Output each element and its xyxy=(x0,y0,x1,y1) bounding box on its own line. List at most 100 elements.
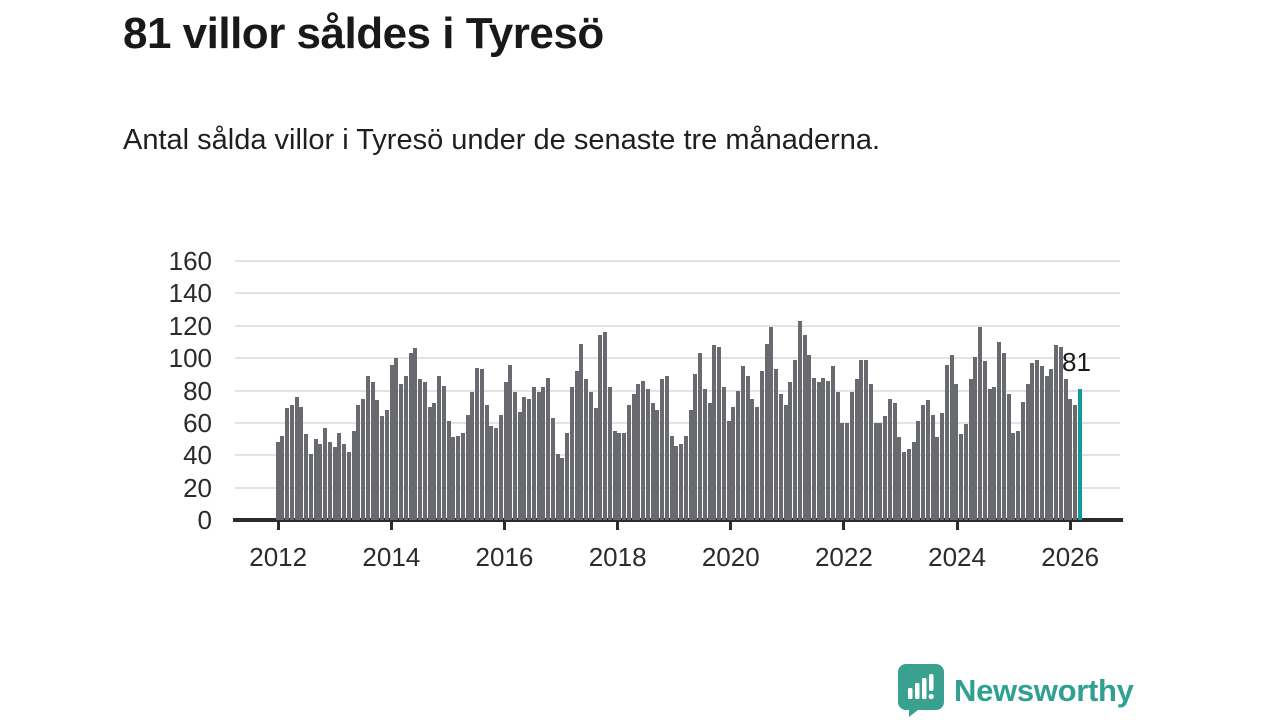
bar xyxy=(750,398,755,520)
bar xyxy=(1054,345,1059,520)
bar xyxy=(437,375,442,520)
bar xyxy=(745,375,750,520)
y-tick-label: 160 xyxy=(168,246,212,276)
bar xyxy=(508,364,513,520)
bar xyxy=(555,453,560,520)
bar xyxy=(389,364,394,520)
bar xyxy=(413,348,418,520)
brand-name: Newsworthy xyxy=(954,672,1134,708)
bar xyxy=(612,430,617,520)
x-tick-label: 2012 xyxy=(249,542,308,572)
bar xyxy=(522,396,527,520)
bar xyxy=(925,400,930,520)
bar xyxy=(375,400,380,520)
bar xyxy=(631,393,636,520)
bar xyxy=(308,453,313,520)
newsworthy-logo: Newsworthy xyxy=(898,664,1134,717)
x-tick-label: 2024 xyxy=(928,542,986,572)
x-tick-label: 2026 xyxy=(1041,542,1100,572)
bar xyxy=(921,405,926,520)
bar xyxy=(489,426,494,520)
bar xyxy=(764,343,769,520)
bar xyxy=(337,432,342,520)
bar xyxy=(683,435,688,520)
bar xyxy=(721,387,726,520)
bar xyxy=(513,392,517,520)
bar xyxy=(679,443,684,520)
bar xyxy=(280,435,285,520)
bar xyxy=(755,406,760,520)
bar xyxy=(712,345,717,520)
bar xyxy=(541,387,546,520)
bar xyxy=(299,406,304,520)
bar xyxy=(731,406,736,520)
bar xyxy=(546,377,551,520)
bar xyxy=(394,358,399,520)
bar xyxy=(574,371,579,520)
bar xyxy=(289,405,294,520)
bar xyxy=(527,398,532,520)
bar xyxy=(446,421,451,520)
highlight-bar xyxy=(1077,388,1082,520)
bar xyxy=(902,452,907,520)
bar xyxy=(698,353,703,520)
bar xyxy=(702,388,707,520)
bar xyxy=(517,411,522,520)
bar xyxy=(494,427,499,520)
y-tick-label: 60 xyxy=(183,407,212,438)
bar xyxy=(456,435,461,520)
bar xyxy=(759,371,764,520)
newsworthy-chart-bubble-icon xyxy=(898,664,944,717)
bar xyxy=(1049,369,1054,520)
x-tick-mark xyxy=(616,520,620,530)
bar xyxy=(384,409,389,520)
bar xyxy=(403,375,408,520)
bar xyxy=(617,432,622,520)
x-tick-label: 2022 xyxy=(814,542,873,572)
bar xyxy=(949,354,954,520)
bar xyxy=(669,435,674,520)
bar xyxy=(579,343,584,520)
bar xyxy=(365,375,370,520)
x-tick-label: 2014 xyxy=(362,542,421,572)
y-tick-label: 20 xyxy=(183,472,212,503)
bar xyxy=(645,388,650,520)
bar xyxy=(830,366,835,520)
bar xyxy=(963,424,968,520)
bar xyxy=(864,359,869,520)
chart-title: 81 villor såldes i Tyresö xyxy=(123,9,604,58)
bar xyxy=(968,379,973,520)
bar xyxy=(973,356,978,520)
bar xyxy=(565,432,570,520)
bar xyxy=(399,384,404,520)
y-tick-label: 40 xyxy=(183,440,212,471)
bar xyxy=(821,377,826,520)
bar xyxy=(707,403,712,520)
bar xyxy=(370,382,375,520)
bar xyxy=(944,364,949,520)
bar xyxy=(422,382,427,520)
bar xyxy=(802,335,807,520)
x-tick-mark xyxy=(842,520,846,530)
bar xyxy=(997,341,1002,520)
bar xyxy=(598,335,603,520)
bar xyxy=(954,384,959,520)
x-tick-label: 2018 xyxy=(588,542,647,572)
bar xyxy=(427,406,432,520)
bar xyxy=(479,369,484,520)
y-tick-label: 100 xyxy=(168,343,212,374)
bar xyxy=(1001,353,1006,520)
bar xyxy=(987,388,992,520)
bar xyxy=(873,422,878,520)
y-grid-line xyxy=(235,421,1120,424)
bar xyxy=(978,327,983,520)
bar xyxy=(717,346,722,520)
bar xyxy=(346,452,351,520)
bar xyxy=(1016,430,1021,520)
bar xyxy=(484,405,489,520)
bar xyxy=(294,396,299,520)
bar xyxy=(878,422,883,520)
bar xyxy=(854,379,859,520)
bar xyxy=(441,385,446,520)
